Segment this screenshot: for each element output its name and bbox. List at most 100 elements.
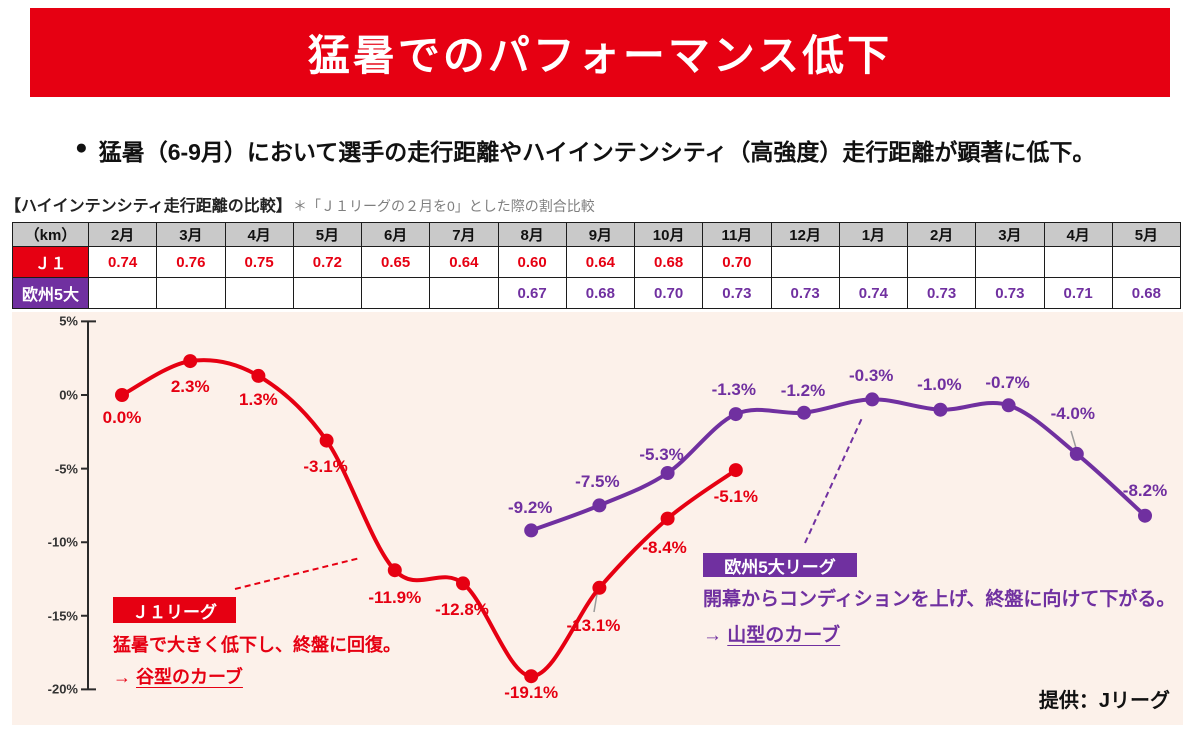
bullet-icon: ● [75,136,88,159]
j1-data-label: -12.8% [435,600,489,620]
table-cell: 0.70 [633,277,704,309]
section-heading: 【ハイインテンシティ走行距離の比較】 [5,198,292,215]
table-cell [838,246,909,278]
summary-bullet: ● 猛暑（6-9月）において選手の走行距離やハイインテンシティ（高強度）走行距離… [75,133,1200,167]
title-banner: 猛暑でのパフォーマンス低下 [30,8,1170,97]
y-axis-tick-label: -20% [47,681,78,697]
table-header-cell: 12月 [770,222,840,247]
table-cell: 0.67 [497,277,567,309]
europe-league-tag: 欧州5大リーグ [703,553,857,577]
europe-data-label: -1.3% [711,380,757,400]
table-header-cell: 10月 [633,222,704,247]
table-cell: 0.74 [838,277,909,309]
table-cell [156,277,226,309]
table-cell: 0.65 [360,246,431,278]
table-cell: 0.60 [497,246,567,278]
y-axis-tick-label: -15% [47,608,78,624]
j1-league-tag: Ｊ１リーグ [113,597,236,623]
table-cell: 0.73 [702,277,772,309]
y-axis-tick-label: 5% [59,313,78,329]
table-header-cell: 5月 [292,222,363,247]
table-cell [1111,246,1182,278]
europe-data-label: -1.2% [780,380,826,400]
europe-annotation-text: 開幕からコンディションを上げ、終盤に向けて下がる。 [703,589,1176,610]
table-header-cell: 4月 [224,222,294,247]
j1-data-label: 2.3% [170,377,210,397]
table-cell [429,277,499,309]
table-cell: 0.68 [633,246,704,278]
europe-data-label: -1.0% [917,374,962,394]
table-cell: 0.75 [224,246,294,278]
table-header-row: （km） 2月 3月 4月 5月 6月 7月 8月 9月 10月 11月 12月 1月 2月 3月 4月 5月 [12,222,1182,247]
y-axis-tick-label: -10% [47,534,78,550]
table-cell [770,246,840,278]
table-cell: 0.74 [87,246,158,278]
j1-data-label: -3.1% [303,456,348,476]
europe-data-label: -7.5% [575,472,620,492]
table-header-cell: 6月 [360,222,431,247]
row-label-cell: 欧州5大 [12,277,89,309]
j1-annotation-text: 猛暑で大きく低下し、終盤に回復。 [113,635,401,655]
section-note: ＊「Ｊ１リーグの２月を0」とした際の割合比較 [293,198,595,214]
table-unit-cell: （km） [12,222,89,247]
summary-text: 猛暑（6-9月）において選手の走行距離やハイインテンシティ（高強度）走行距離が顕… [98,139,1096,165]
table-header-cell: 7月 [429,222,499,247]
table-row: Ｊ１ 0.74 0.76 0.75 0.72 0.65 0.64 0.60 0.64 0.68 0.… [12,246,1182,278]
j1-curve-label: 谷型のカーブ [136,667,243,687]
table-header-cell: 5月 [1111,222,1182,247]
y-axis-tick-label: -5% [54,461,78,477]
europe-arrow: → [703,625,728,646]
table-cell [292,277,363,309]
table-cell: 0.68 [565,277,636,309]
table-cell: 0.76 [156,246,226,278]
europe-curve-type: → 山型のカーブ [703,620,840,647]
table-cell: 0.68 [1111,277,1182,309]
j1-data-label: -13.1% [566,615,621,635]
table-header-cell: 1月 [838,222,909,247]
table-cell: 0.73 [906,277,977,309]
j1-curve-type: → 谷型のカーブ [113,663,243,689]
j1-data-label: 0.0% [102,408,142,427]
europe-data-label: -4.0% [1050,403,1096,423]
table-header-cell: 3月 [975,222,1045,247]
j1-arrow: → [113,667,137,687]
table-cell [906,246,977,278]
page-title: 猛暑でのパフォーマンス低下 [307,32,893,79]
table-row: 欧州5大 0.67 0.68 0.70 0.73 0.73 0.74 0.73 0.73 0.71… [12,277,1182,309]
europe-data-label: -9.2% [507,498,553,518]
j1-data-label: -11.9% [368,588,422,608]
table-cell [87,277,158,309]
table-header-cell: 11月 [702,222,772,247]
table-cell [224,277,294,309]
europe-data-label: -5.3% [639,445,684,465]
table-cell: 0.64 [565,246,636,278]
j1-data-label: -19.1% [504,683,559,703]
table-cell: 0.64 [429,246,499,278]
table-header-cell: 2月 [87,222,158,247]
row-label-cell: Ｊ１ [12,246,89,278]
table-header-cell: 3月 [156,222,226,247]
j1-data-label: -5.1% [713,487,759,507]
table-cell: 0.72 [292,246,363,278]
j1-data-label: -8.4% [642,537,687,557]
comparison-table: （km） 2月 3月 4月 5月 6月 7月 8月 9月 10月 11月 12月 1月 2月 3月 4月 5月 Ｊ… [12,222,1182,309]
table-cell [360,277,431,309]
table-header-cell: 8月 [497,222,567,247]
table-cell [975,246,1045,278]
table-cell: 0.70 [702,246,772,278]
table-cell: 0.73 [770,277,840,309]
table-header-cell: 4月 [1043,222,1113,247]
table-header-cell: 9月 [565,222,636,247]
europe-data-label: -8.2% [1122,480,1168,500]
table-cell: 0.71 [1043,277,1113,309]
europe-data-label: -0.7% [985,373,1030,393]
j1-data-label: 1.3% [239,389,278,409]
europe-curve-label: 山型のカーブ [727,625,841,646]
table-cell: 0.73 [975,277,1045,309]
table-cell [1043,246,1113,278]
europe-data-label: -0.3% [848,366,894,386]
y-axis-tick-label: 0% [59,387,78,403]
table-header-cell: 2月 [906,222,977,247]
credit-text: 提供：Jリーグ [1038,690,1170,712]
